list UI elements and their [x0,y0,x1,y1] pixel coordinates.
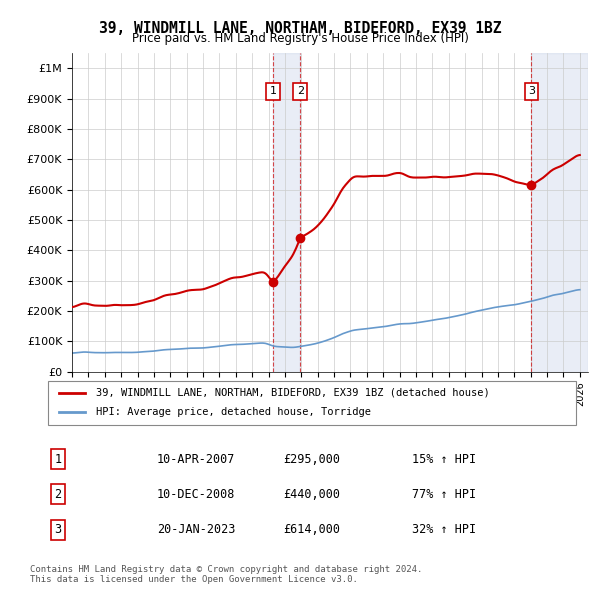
Text: HPI: Average price, detached house, Torridge: HPI: Average price, detached house, Torr… [95,408,371,417]
Bar [273,53,301,372]
Text: Price paid vs. HM Land Registry's House Price Index (HPI): Price paid vs. HM Land Registry's House … [131,32,469,45]
Text: £440,000: £440,000 [283,488,340,501]
Text: 1: 1 [269,86,277,96]
Text: 32% ↑ HPI: 32% ↑ HPI [412,523,476,536]
Text: 2: 2 [297,86,304,96]
Bar [532,53,588,372]
Text: 20-JAN-2023: 20-JAN-2023 [157,523,236,536]
Text: £614,000: £614,000 [283,523,340,536]
Text: 1: 1 [55,453,62,466]
Text: 15% ↑ HPI: 15% ↑ HPI [412,453,476,466]
Text: 39, WINDMILL LANE, NORTHAM, BIDEFORD, EX39 1BZ (detached house): 39, WINDMILL LANE, NORTHAM, BIDEFORD, EX… [95,388,489,398]
Text: 77% ↑ HPI: 77% ↑ HPI [412,488,476,501]
Text: £295,000: £295,000 [283,453,340,466]
FancyBboxPatch shape [48,381,576,425]
Text: 2: 2 [55,488,62,501]
Text: 39, WINDMILL LANE, NORTHAM, BIDEFORD, EX39 1BZ: 39, WINDMILL LANE, NORTHAM, BIDEFORD, EX… [99,21,501,35]
Text: 10-APR-2007: 10-APR-2007 [157,453,236,466]
Text: 3: 3 [55,523,62,536]
Text: 10-DEC-2008: 10-DEC-2008 [157,488,236,501]
Text: 3: 3 [528,86,535,96]
Text: Contains HM Land Registry data © Crown copyright and database right 2024.
This d: Contains HM Land Registry data © Crown c… [30,565,422,584]
